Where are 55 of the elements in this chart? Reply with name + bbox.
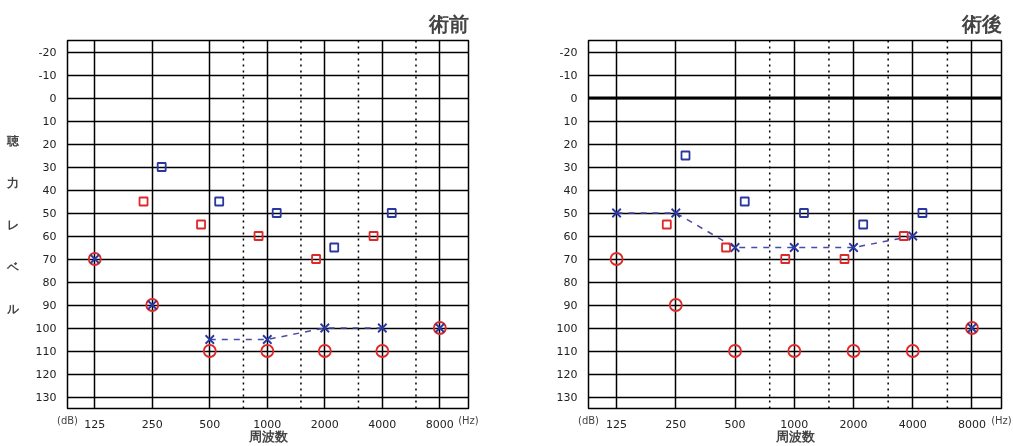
- x-tick-label: 8000: [425, 417, 454, 431]
- y-tick-label: 120: [556, 368, 578, 381]
- text: 聴力レベル: [6, 133, 19, 316]
- x-axis-title: 周波数: [247, 428, 289, 444]
- y-tick-label: 0: [570, 92, 578, 105]
- y-tick-label: 90: [563, 299, 578, 312]
- y-tick-label: 40: [42, 184, 57, 197]
- y-tick-label: -10: [559, 69, 578, 82]
- y-tick-label: 20: [563, 138, 578, 151]
- y-tick-label: 130: [35, 391, 57, 404]
- y-tick-label: 40: [563, 184, 578, 197]
- text: (dB): [56, 414, 79, 426]
- y-tick-label: 30: [42, 161, 57, 174]
- y-tick-label: 0: [49, 92, 57, 105]
- y-tick-label: 100: [35, 322, 57, 335]
- y-tick-label: 100: [556, 322, 578, 335]
- x-tick-label: 1000: [780, 417, 809, 431]
- y-tick-label: 110: [35, 345, 57, 358]
- y-tick-label: 80: [563, 276, 578, 289]
- x-tick-label: 1000: [253, 417, 282, 431]
- x-tick-label: 125: [606, 417, 628, 431]
- y-tick-label: 50: [563, 207, 578, 220]
- y-tick-label: -20: [559, 46, 578, 59]
- x-tick-label: 500: [724, 417, 746, 431]
- x-tick-label: 250: [665, 417, 687, 431]
- x-tick-label: 4000: [898, 417, 927, 431]
- text: (Hz): [458, 414, 479, 426]
- y-tick-label: 60: [42, 230, 57, 243]
- y-tick-label: 110: [556, 345, 578, 358]
- x-tick-label: 500: [199, 417, 221, 431]
- x-tick-label: 8000: [957, 417, 986, 431]
- x-tick-label: 2000: [310, 417, 339, 431]
- y-tick-label: 80: [42, 276, 57, 289]
- y-tick-label: 70: [42, 253, 57, 266]
- y-tick-label: 30: [563, 161, 578, 174]
- x-tick-label: 2000: [839, 417, 868, 431]
- chart-title: 術後: [960, 11, 1002, 36]
- text: (dB): [577, 414, 600, 426]
- y-tick-label: 90: [42, 299, 57, 312]
- y-tick-label: -20: [38, 46, 57, 59]
- y-tick-label: 50: [42, 207, 57, 220]
- y-tick-label: 10: [42, 115, 57, 128]
- y-tick-label: 130: [556, 391, 578, 404]
- x-tick-label: 250: [141, 417, 163, 431]
- x-axis-title: 周波数: [774, 428, 816, 444]
- y-tick-label: -10: [38, 69, 57, 82]
- y-tick-label: 70: [563, 253, 578, 266]
- y-tick-label: 60: [563, 230, 578, 243]
- x-tick-label: 4000: [368, 417, 397, 431]
- text: (Hz): [991, 414, 1012, 426]
- x-tick-label: 125: [84, 417, 106, 431]
- y-tick-label: 120: [35, 368, 57, 381]
- chart-title: 術前: [427, 11, 469, 36]
- y-tick-label: 20: [42, 138, 57, 151]
- y-tick-label: 10: [563, 115, 578, 128]
